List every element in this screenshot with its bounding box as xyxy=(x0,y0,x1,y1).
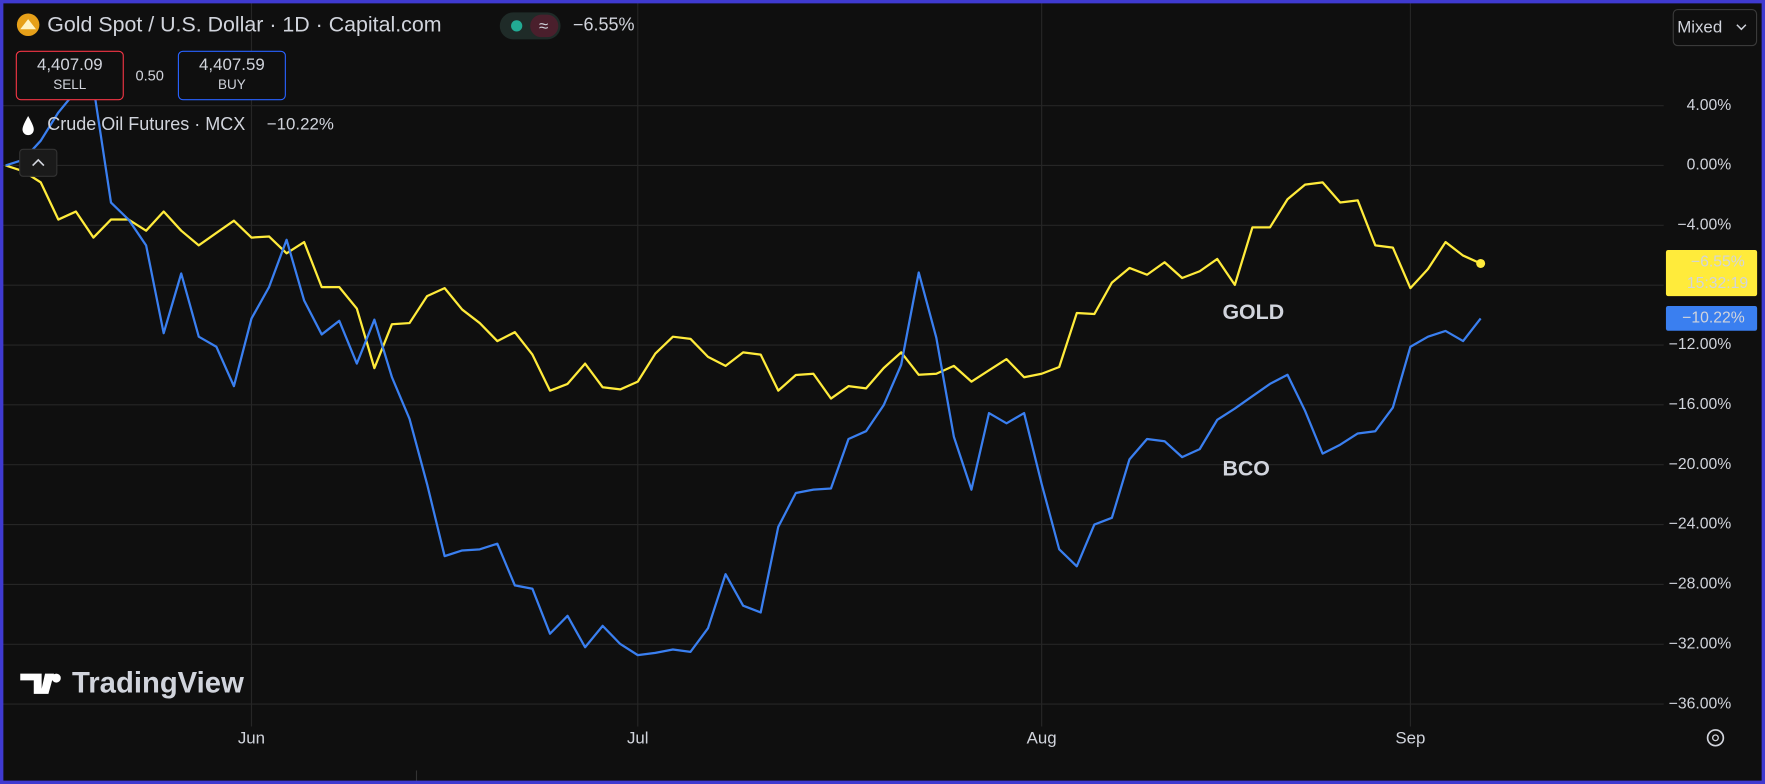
y-tick-label: −20.00% xyxy=(1669,456,1732,473)
symbol-icon-glyph xyxy=(20,19,37,30)
symbol-title[interactable]: Gold Spot / U.S. Dollar · 1D · Capital.c… xyxy=(47,13,441,37)
x-tick-label: Aug xyxy=(1027,728,1057,747)
y-tick-label: −4.00% xyxy=(1677,216,1731,233)
market-status xyxy=(511,20,523,32)
plot: 4.00%0.00%−4.00%−8.00%−12.00%−16.00%−20.… xyxy=(0,0,1758,747)
logo-text: TradingView xyxy=(72,668,244,700)
compare-change: −10.22% xyxy=(267,114,334,133)
price-tag xyxy=(1665,249,1758,297)
y-tick-label: 4.00% xyxy=(1687,97,1732,114)
scale-mode-button[interactable] xyxy=(1672,9,1758,47)
compare-symbol[interactable]: Crude Oil Futures · MCX xyxy=(47,114,245,134)
countdown: 15:32:19 xyxy=(1687,275,1749,292)
settings-icon xyxy=(1711,734,1719,742)
buy-label: BUY xyxy=(218,77,246,92)
sell-button[interactable] xyxy=(15,50,124,101)
logo-mark xyxy=(20,673,61,694)
series-label: GOLD xyxy=(1222,300,1284,324)
y-tick-label: 0.00% xyxy=(1687,157,1732,174)
x-tick-label: Jul xyxy=(627,728,649,747)
series-line xyxy=(5,85,1482,657)
y-tick-label: −24.00% xyxy=(1669,516,1732,533)
series-label: BCO xyxy=(1222,456,1269,480)
sell-label: SELL xyxy=(53,77,87,92)
y-tick-label: −12.00% xyxy=(1669,336,1732,353)
dropdown-icon xyxy=(1736,24,1747,31)
collapse-icon xyxy=(32,158,45,167)
buy-button[interactable] xyxy=(177,50,286,101)
y-tick-label: −32.00% xyxy=(1669,635,1732,652)
compare-icon xyxy=(22,116,34,136)
buy-price: 4,407.59 xyxy=(199,55,265,74)
y-tick-label: −16.00% xyxy=(1669,396,1732,413)
delay-icon: ≈ xyxy=(539,16,548,35)
sell-price: 4,407.09 xyxy=(37,55,103,74)
symbol-change: −6.55% xyxy=(573,15,635,35)
scale-mode: Mixed xyxy=(1677,18,1722,37)
settings-button[interactable] xyxy=(1706,729,1725,747)
x-tick-label: Sep xyxy=(1395,728,1425,747)
y-tick-label: −36.00% xyxy=(1669,695,1732,712)
price-tag-label: −6.55% xyxy=(1691,254,1745,271)
last-point xyxy=(1476,258,1486,268)
collapse-button[interactable] xyxy=(19,148,58,177)
y-tick-label: −28.00% xyxy=(1669,576,1732,593)
series-line xyxy=(5,164,1482,400)
spread: 0.50 xyxy=(135,68,163,84)
price-tag-label: −10.22% xyxy=(1682,310,1745,327)
delay-badge xyxy=(530,14,559,38)
x-tick-label: Jun xyxy=(238,728,265,747)
price-tag xyxy=(1665,305,1758,331)
